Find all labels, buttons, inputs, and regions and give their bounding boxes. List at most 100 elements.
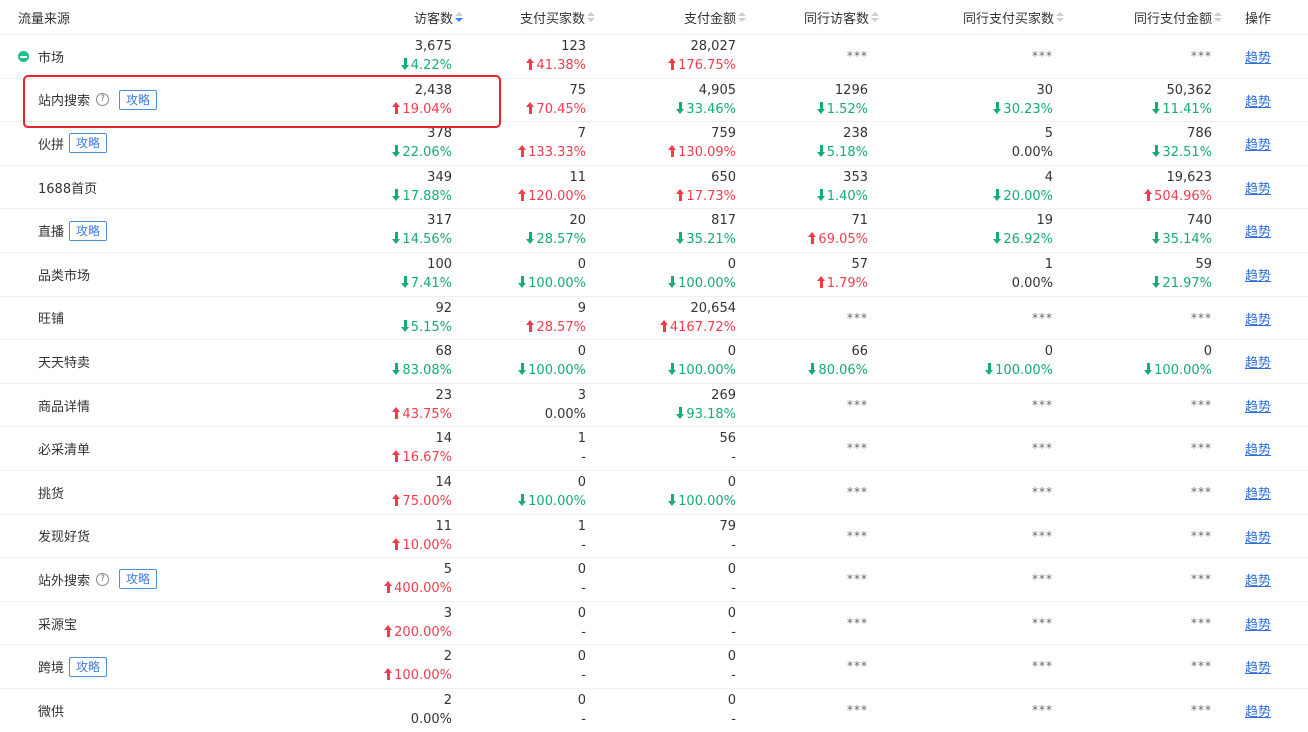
sort-icon[interactable] xyxy=(587,12,595,24)
arrow-down-icon xyxy=(816,188,826,201)
buyers-value: 123 xyxy=(561,39,586,54)
buyers-change: 28.57% xyxy=(526,318,586,337)
buyers-value: 7 xyxy=(577,126,586,142)
buyers-change-text: - xyxy=(581,668,586,684)
peer-visitors-masked: *** xyxy=(847,441,868,456)
buyers-value: 75 xyxy=(569,82,586,98)
amount-change: - xyxy=(719,536,736,555)
peer-amount-masked: *** xyxy=(1191,702,1212,717)
peer-visitors-value: 71 xyxy=(851,213,868,229)
sort-icon[interactable] xyxy=(1056,12,1064,24)
trend-link[interactable]: 趋势 xyxy=(1245,356,1272,372)
buyers-change-text: - xyxy=(581,711,586,727)
trend-link[interactable]: 趋势 xyxy=(1245,443,1272,459)
visitors-change-text: 7.41% xyxy=(410,275,452,291)
peer-visitors-masked: *** xyxy=(847,484,868,499)
peer-amount-value: 0 xyxy=(1203,344,1212,360)
trend-link[interactable]: 趋势 xyxy=(1245,530,1272,546)
trend-link[interactable]: 趋势 xyxy=(1245,399,1272,415)
amount-cell: 0 100.00% xyxy=(668,255,736,293)
visitors-change: 200.00% xyxy=(384,623,452,642)
peer-amount-value: 786 xyxy=(1187,126,1212,142)
guide-tag[interactable]: 攻略 xyxy=(119,569,158,590)
peer-buyers-value: 30 xyxy=(1036,82,1053,98)
buyers-value: 0 xyxy=(577,649,586,665)
arrow-up-icon xyxy=(384,581,393,594)
peer-visitors-change: 80.06% xyxy=(808,361,868,380)
guide-tag[interactable]: 攻略 xyxy=(69,220,108,241)
visitors-cell: 2,438 19.04% xyxy=(392,81,452,119)
source-label: 挑货 xyxy=(38,486,65,502)
header-peer-visitors[interactable]: 同行访客数 xyxy=(804,8,879,27)
arrow-down-icon xyxy=(676,232,685,245)
collapse-icon[interactable] xyxy=(18,51,29,62)
header-amount[interactable]: 支付金额 xyxy=(684,8,746,27)
amount-change-text: 35.21% xyxy=(686,232,736,248)
peer-amount-cell: 740 35.14% xyxy=(1152,211,1212,249)
peer-visitors-value: 66 xyxy=(851,344,868,360)
guide-tag[interactable]: 攻略 xyxy=(119,89,158,110)
help-icon[interactable]: ? xyxy=(96,572,110,586)
amount-value: 759 xyxy=(711,126,736,142)
trend-link[interactable]: 趋势 xyxy=(1245,574,1272,590)
header-visitors[interactable]: 访客数 xyxy=(414,8,463,27)
trend-link[interactable]: 趋势 xyxy=(1245,181,1272,197)
peer-amount-masked: *** xyxy=(1191,310,1212,325)
trend-link[interactable]: 趋势 xyxy=(1245,51,1272,66)
help-icon[interactable]: ? xyxy=(96,93,110,107)
arrow-down-icon xyxy=(392,145,401,158)
peer-visitors-masked: *** xyxy=(847,49,868,63)
peer-amount-change-text: 21.97% xyxy=(1162,275,1212,291)
arrow-up-icon xyxy=(392,537,401,550)
header-peer-buyers[interactable]: 同行支付买家数 xyxy=(963,8,1064,27)
header-peer-amount[interactable]: 同行支付金额 xyxy=(1134,8,1222,27)
guide-tag[interactable]: 攻略 xyxy=(69,656,108,677)
trend-link[interactable]: 趋势 xyxy=(1245,661,1272,677)
peer-amount-masked: *** xyxy=(1191,659,1212,674)
amount-value: 0 xyxy=(727,344,736,360)
source-name: 天天特卖 xyxy=(38,340,90,383)
arrow-down-icon xyxy=(400,275,410,288)
trend-link[interactable]: 趋势 xyxy=(1245,138,1272,154)
sort-desc-icon[interactable] xyxy=(455,12,463,24)
arrow-down-icon xyxy=(816,101,826,114)
peer-visitors-value: 353 xyxy=(843,169,868,185)
sort-icon[interactable] xyxy=(738,12,746,24)
trend-link[interactable]: 趋势 xyxy=(1245,225,1272,241)
amount-value: 28,027 xyxy=(690,39,737,54)
buyers-cell: 0 100.00% xyxy=(518,255,586,293)
arrow-down-icon xyxy=(518,493,527,506)
trend-link[interactable]: 趋势 xyxy=(1245,486,1272,502)
peer-amount-change-text: 100.00% xyxy=(1154,363,1212,379)
arrow-up-icon xyxy=(518,188,527,201)
peer-buyers-change-text: 0.00% xyxy=(1011,275,1053,291)
buyers-value: 9 xyxy=(577,300,586,316)
visitors-value: 2 xyxy=(443,649,452,665)
sort-icon[interactable] xyxy=(871,12,879,24)
trend-link[interactable]: 趋势 xyxy=(1245,312,1272,328)
trend-link[interactable]: 趋势 xyxy=(1245,94,1272,110)
table-row: 1688首页 349 17.88% 11 120.00% 650 17.73% 353 1.40… xyxy=(0,164,1308,209)
buyers-change: 133.33% xyxy=(518,143,586,162)
sort-icon[interactable] xyxy=(1214,12,1222,24)
buyers-cell: 0- xyxy=(578,560,586,598)
arrow-down-icon xyxy=(985,363,994,376)
buyers-change: - xyxy=(578,623,586,642)
buyers-change: - xyxy=(578,579,586,598)
header-action: 操作 xyxy=(1245,12,1272,27)
buyers-value: 0 xyxy=(577,256,586,272)
amount-value: 0 xyxy=(727,474,736,490)
arrow-down-icon xyxy=(392,232,401,245)
visitors-value: 349 xyxy=(427,169,452,185)
source-name: 跨境 攻略 xyxy=(38,645,108,688)
trend-link[interactable]: 趋势 xyxy=(1245,268,1272,284)
peer-buyers-masked: *** xyxy=(1032,484,1053,499)
trend-link[interactable]: 趋势 xyxy=(1245,704,1272,720)
visitors-value: 5 xyxy=(443,562,452,578)
guide-tag[interactable]: 攻略 xyxy=(69,133,108,154)
header-buyers[interactable]: 支付买家数 xyxy=(520,8,595,27)
source-label: 跨境 xyxy=(38,661,65,677)
peer-amount-change-text: 32.51% xyxy=(1162,145,1212,161)
trend-link[interactable]: 趋势 xyxy=(1245,617,1272,633)
